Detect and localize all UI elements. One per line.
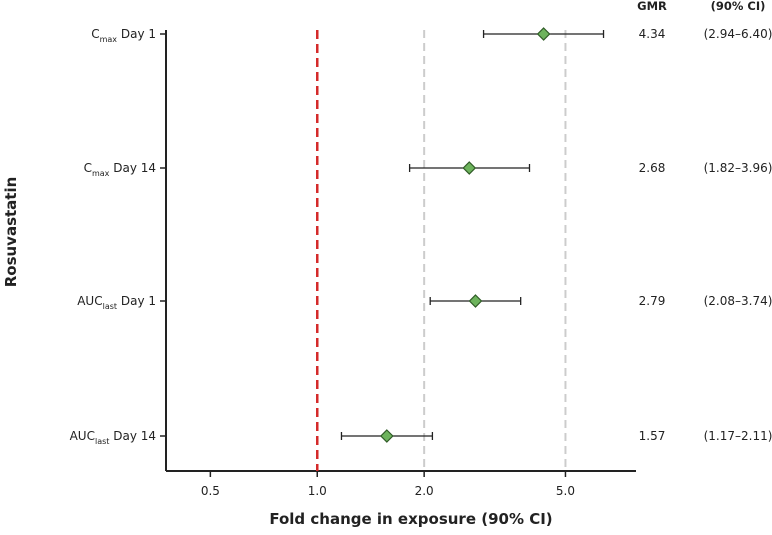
row-label-rest: Day 1: [117, 27, 156, 41]
x-tick-label: 0.5: [201, 484, 220, 498]
ci-value: (2.94–6.40): [704, 27, 772, 41]
gmr-value: 2.68: [639, 161, 666, 175]
row-label-rest: Day 14: [109, 429, 156, 443]
row-label-subscript: last: [103, 302, 117, 311]
x-axis-title: Fold change in exposure (90% CI): [269, 510, 552, 528]
ci-value: (2.08–3.74): [704, 294, 772, 308]
row-label-subscript: max: [100, 35, 118, 44]
row-label: AUClast Day 14: [70, 429, 156, 446]
ci-value: (1.17–2.11): [704, 429, 772, 443]
x-tick-label: 5.0: [556, 484, 575, 498]
y-axis-title: Rosuvastatin: [2, 177, 20, 288]
row-label-main: C: [91, 27, 99, 41]
data-rows: Cmax Day 1 4.34 (2.94–6.40) Cmax Day 14 2.68…: [70, 27, 772, 446]
row-label-main: AUC: [70, 429, 95, 443]
row-label-main: C: [84, 161, 92, 175]
row-label-rest: Day 14: [109, 161, 156, 175]
gmr-value: 1.57: [639, 429, 666, 443]
row-label: Cmax Day 1: [91, 27, 156, 44]
gmr-value: 4.34: [639, 27, 666, 41]
x-tick-label: 2.0: [415, 484, 434, 498]
row-label-rest: Day 1: [117, 294, 156, 308]
forest-row: AUClast Day 14 1.57 (1.17–2.11): [70, 429, 772, 446]
forest-row: AUClast Day 1 2.79 (2.08–3.74): [77, 294, 772, 311]
row-label: AUClast Day 1: [77, 294, 156, 311]
x-ticks: 0.5 1.0 2.0 5.0: [201, 471, 575, 498]
row-label: Cmax Day 14: [84, 161, 156, 178]
gmr-value: 2.79: [639, 294, 666, 308]
forest-row: Cmax Day 1 4.34 (2.94–6.40): [91, 27, 772, 44]
gmr-column-header: GMR: [637, 0, 667, 13]
x-tick-label: 1.0: [308, 484, 327, 498]
ci-value: (1.82–3.96): [704, 161, 772, 175]
gridlines: [423, 30, 567, 471]
gmr-diamond-marker: [462, 161, 477, 175]
ci-column-header: (90% CI): [711, 0, 766, 13]
gmr-diamond-marker: [468, 294, 483, 308]
row-label-main: AUC: [77, 294, 102, 308]
row-label-subscript: last: [95, 437, 109, 446]
axes: [165, 30, 636, 472]
forest-row: Cmax Day 14 2.68 (1.82–3.96): [84, 161, 772, 178]
row-label-subscript: max: [92, 169, 110, 178]
gmr-diamond-marker: [379, 429, 394, 443]
gmr-diamond-marker: [536, 27, 551, 41]
